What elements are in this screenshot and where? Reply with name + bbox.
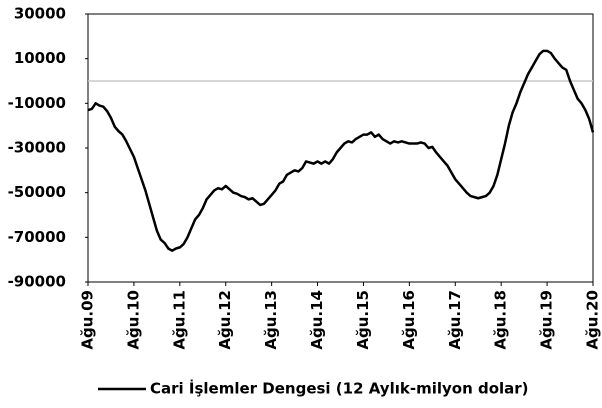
x-tick-label: Ağu.16 [400, 290, 418, 350]
y-tick-label: -10000 [8, 94, 66, 112]
x-tick-label: Ağu.09 [79, 290, 97, 350]
y-tick-label: -30000 [8, 139, 66, 157]
series-line [87, 49, 595, 252]
x-tick-label: Ağu.12 [216, 290, 234, 350]
x-tick-label: Ağu.19 [538, 290, 556, 350]
x-tick-label: Ağu.15 [354, 290, 372, 350]
x-tick-label: Ağu.20 [584, 290, 602, 350]
y-tick-label: -70000 [8, 228, 66, 246]
y-tick-label: 30000 [14, 5, 66, 23]
y-tick-label: 10000 [14, 49, 66, 67]
y-tick-label: -50000 [8, 183, 66, 201]
x-tick-label: Ağu.17 [446, 290, 464, 350]
x-tick-label: Ağu.10 [124, 290, 142, 350]
y-tick-label: -90000 [8, 273, 66, 291]
x-tick-label: Ağu.11 [170, 290, 188, 350]
x-tick-label: Ağu.14 [308, 290, 326, 350]
x-tick-label: Ağu.18 [492, 290, 510, 350]
legend-label: Cari İşlemler Dengesi (12 Aylık-milyon d… [150, 379, 529, 398]
x-tick-label: Ağu.13 [262, 290, 280, 350]
